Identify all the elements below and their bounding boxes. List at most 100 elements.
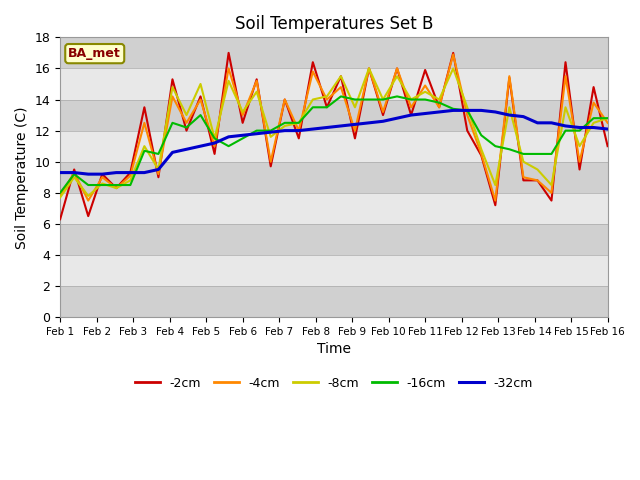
-16cm [168, 120, 176, 126]
-4cm [70, 170, 78, 176]
-8cm [477, 146, 485, 152]
-8cm [70, 174, 78, 180]
-16cm [463, 108, 471, 113]
-8cm [393, 73, 401, 79]
-8cm [604, 115, 611, 121]
-32cm [141, 170, 148, 176]
Title: Soil Temperatures Set B: Soil Temperatures Set B [235, 15, 433, 33]
-4cm [267, 159, 275, 165]
-16cm [576, 128, 584, 133]
-2cm [435, 105, 443, 110]
Bar [60, 69, 607, 99]
-8cm [435, 96, 443, 102]
-8cm [534, 167, 541, 172]
-32cm [379, 119, 387, 124]
-8cm [168, 84, 176, 90]
-8cm [379, 96, 387, 102]
-4cm [407, 105, 415, 110]
-32cm [253, 131, 260, 137]
-32cm [506, 112, 513, 118]
-2cm [589, 84, 597, 90]
-16cm [70, 171, 78, 177]
-8cm [56, 194, 64, 200]
-8cm [351, 105, 359, 110]
-16cm [393, 94, 401, 99]
-16cm [84, 182, 92, 188]
-32cm [182, 146, 190, 152]
-32cm [449, 108, 457, 113]
-4cm [309, 69, 317, 74]
-4cm [239, 112, 246, 118]
-16cm [141, 148, 148, 154]
-16cm [506, 146, 513, 152]
-8cm [211, 135, 218, 141]
-2cm [604, 143, 611, 149]
-8cm [323, 94, 331, 99]
Line: -2cm: -2cm [60, 53, 607, 219]
-16cm [589, 115, 597, 121]
-2cm [492, 203, 499, 208]
Line: -32cm: -32cm [60, 110, 607, 174]
-2cm [463, 128, 471, 133]
-4cm [576, 159, 584, 165]
-8cm [365, 66, 373, 72]
-2cm [239, 120, 246, 126]
-2cm [141, 105, 148, 110]
-16cm [127, 182, 134, 188]
-16cm [267, 128, 275, 133]
-32cm [463, 108, 471, 113]
-2cm [196, 94, 204, 99]
-32cm [84, 171, 92, 177]
-4cm [56, 193, 64, 199]
-4cm [393, 66, 401, 72]
-2cm [520, 178, 527, 183]
-4cm [351, 128, 359, 133]
-2cm [337, 73, 345, 79]
-8cm [113, 185, 120, 191]
-16cm [281, 120, 289, 126]
-2cm [168, 76, 176, 82]
-8cm [267, 134, 275, 140]
Bar [60, 193, 607, 224]
-16cm [196, 112, 204, 118]
-8cm [127, 178, 134, 183]
-16cm [323, 105, 331, 110]
-8cm [492, 182, 499, 188]
-8cm [337, 73, 345, 79]
-32cm [393, 115, 401, 121]
Bar [60, 224, 607, 255]
-32cm [267, 129, 275, 135]
-16cm [211, 135, 218, 141]
-16cm [337, 94, 345, 99]
-4cm [604, 120, 611, 126]
-2cm [323, 105, 331, 110]
-2cm [99, 171, 106, 177]
-2cm [548, 198, 556, 204]
-2cm [421, 67, 429, 73]
-32cm [323, 125, 331, 131]
-32cm [520, 114, 527, 120]
-8cm [506, 105, 513, 110]
-8cm [295, 120, 303, 126]
-4cm [84, 198, 92, 204]
-4cm [155, 171, 163, 177]
-4cm [323, 96, 331, 102]
-2cm [365, 66, 373, 72]
-4cm [211, 143, 218, 149]
-32cm [211, 140, 218, 146]
-32cm [113, 170, 120, 176]
-16cm [113, 182, 120, 188]
-4cm [506, 73, 513, 79]
Bar [60, 6, 607, 37]
-16cm [520, 151, 527, 157]
-4cm [281, 96, 289, 102]
-32cm [337, 123, 345, 129]
-32cm [56, 170, 64, 176]
-32cm [196, 143, 204, 149]
-4cm [463, 112, 471, 118]
-4cm [99, 174, 106, 180]
-2cm [113, 185, 120, 191]
-2cm [379, 112, 387, 118]
-32cm [604, 126, 611, 132]
Line: -4cm: -4cm [60, 54, 607, 201]
